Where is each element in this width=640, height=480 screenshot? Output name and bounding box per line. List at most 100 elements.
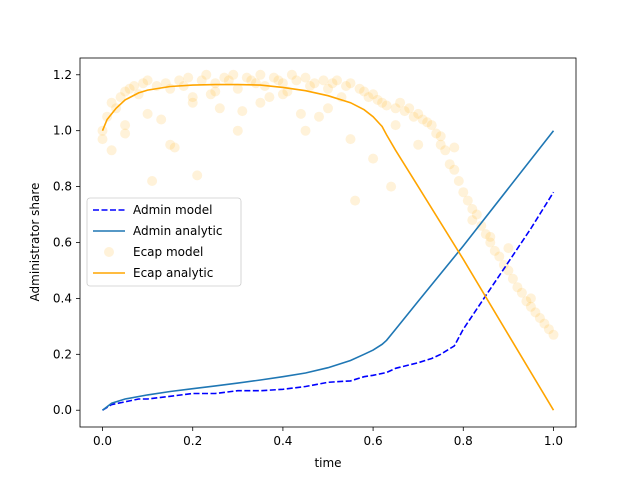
- ecap-model-point: [503, 243, 514, 254]
- ecap-model-point: [309, 78, 320, 89]
- ecap-model-point: [160, 78, 171, 89]
- legend: Admin model Admin analytic Ecap model Ecap …: [86, 197, 242, 287]
- ecap-model-point: [210, 86, 221, 97]
- ecap-model-point: [246, 75, 257, 86]
- ecap-model-point: [295, 108, 306, 119]
- ecap-model-point: [354, 83, 365, 94]
- ecap-model-point: [480, 229, 491, 240]
- ecap-model-point: [345, 134, 356, 145]
- ecap-model-point: [390, 120, 401, 131]
- ecap-model-point: [341, 81, 351, 91]
- ecap-model-point: [232, 125, 243, 136]
- ecap-model-point: [300, 125, 311, 136]
- ecap-model-point: [516, 287, 527, 298]
- legend-label: Admin analytic: [133, 224, 222, 238]
- ecap-model-point: [174, 75, 185, 86]
- ecap-model-point: [363, 92, 374, 103]
- y-tick-label: 0.8: [53, 180, 72, 194]
- ecap-model-point: [368, 153, 379, 164]
- ecap-model-point: [196, 75, 207, 86]
- ecap-model-point: [156, 114, 167, 125]
- ecap-model-point: [327, 78, 338, 89]
- ecap-model-point: [449, 142, 460, 153]
- ecap-model-point: [417, 114, 428, 125]
- ecap-model-point: [408, 111, 419, 122]
- ecap-model-point: [413, 108, 424, 119]
- ecap-model-point: [458, 187, 469, 198]
- ecap-model-point: [390, 103, 401, 114]
- ecap-model-point: [453, 176, 464, 186]
- x-axis-label: time: [314, 456, 341, 470]
- ecap-model-point: [462, 195, 473, 206]
- ecap-model-point: [187, 92, 198, 103]
- legend-label: Admin model: [133, 203, 212, 217]
- ecap-model-point: [449, 164, 460, 175]
- legend-box: [86, 197, 242, 287]
- ecap-model-point: [413, 139, 424, 150]
- ecap-model-point: [386, 181, 397, 192]
- ecap-model-point: [250, 78, 261, 89]
- ecap-model-point: [422, 117, 433, 128]
- ecap-model-point: [102, 111, 113, 122]
- ecap-model-point: [534, 313, 545, 323]
- ecap-model-point: [165, 83, 176, 94]
- ecap-model-point: [503, 265, 514, 276]
- ecap-model-point: [426, 120, 437, 131]
- ecap-model-point: [323, 103, 333, 114]
- ecap-model-point: [305, 81, 315, 91]
- ecap-model-point: [507, 273, 518, 284]
- ecap-model-point: [210, 78, 221, 89]
- y-tick-label: 0.0: [53, 403, 72, 417]
- ecap-model-point: [548, 329, 559, 340]
- ecap-model-point: [377, 97, 388, 108]
- ecap-model-point: [291, 75, 302, 86]
- ecap-model-point: [165, 139, 176, 150]
- x-tick-label: 0.2: [183, 434, 202, 448]
- x-tick-label: 1.0: [544, 434, 563, 448]
- y-tick-label: 0.6: [53, 236, 72, 250]
- ecap-model-point: [332, 75, 342, 86]
- ecap-model-point: [192, 170, 203, 181]
- ecap-model-point: [494, 251, 505, 262]
- x-tick-label: 0.8: [454, 434, 473, 448]
- ecap-model-point: [318, 75, 329, 86]
- legend-swatch: [104, 247, 114, 257]
- ecap-analytic-line: [101, 83, 555, 411]
- ecap-model-point: [539, 318, 550, 329]
- ecap-model-point: [485, 231, 496, 242]
- y-tick-label: 0.2: [53, 347, 72, 361]
- ecap-model-point: [201, 69, 212, 80]
- ecap-model-point: [345, 78, 356, 89]
- ecap-model-point: [169, 142, 180, 153]
- plot-area: [97, 69, 559, 411]
- ecap-model-point: [530, 307, 541, 318]
- ecap-model-point: [435, 139, 446, 150]
- admin-analytic-line: [102, 130, 555, 411]
- ecap-model-point: [350, 195, 361, 206]
- ecap-model-point: [543, 324, 554, 335]
- ecap-model-point: [314, 111, 324, 122]
- ecap-model-point: [498, 259, 509, 270]
- x-tick-label: 0.6: [364, 434, 383, 448]
- ecap-model-point: [489, 245, 500, 256]
- x-tick-label: 0.0: [93, 434, 112, 448]
- y-axis-label: Administrator share: [28, 183, 42, 302]
- ecap-model-point: [521, 296, 532, 307]
- ecap-model-point: [183, 72, 194, 83]
- ecap-model-point: [120, 128, 131, 139]
- ecap-model-point: [97, 134, 108, 145]
- ecap-model-point: [255, 97, 266, 108]
- ecap-model-point: [525, 301, 536, 312]
- ecap-model-point: [485, 237, 496, 248]
- admin-model-line: [102, 191, 555, 411]
- y-axis: 0.0 0.2 0.4 0.6 0.8 1.0 1.2: [53, 68, 80, 417]
- ecap-model-point: [277, 89, 288, 100]
- legend-label: Ecap analytic: [133, 266, 213, 280]
- ecap-model-point: [223, 75, 234, 86]
- ecap-model-point: [106, 97, 117, 108]
- ecap-model-point: [264, 92, 275, 103]
- ecap-model-point: [232, 83, 243, 94]
- ecap-model-point: [359, 86, 370, 97]
- y-tick-label: 0.4: [53, 291, 72, 305]
